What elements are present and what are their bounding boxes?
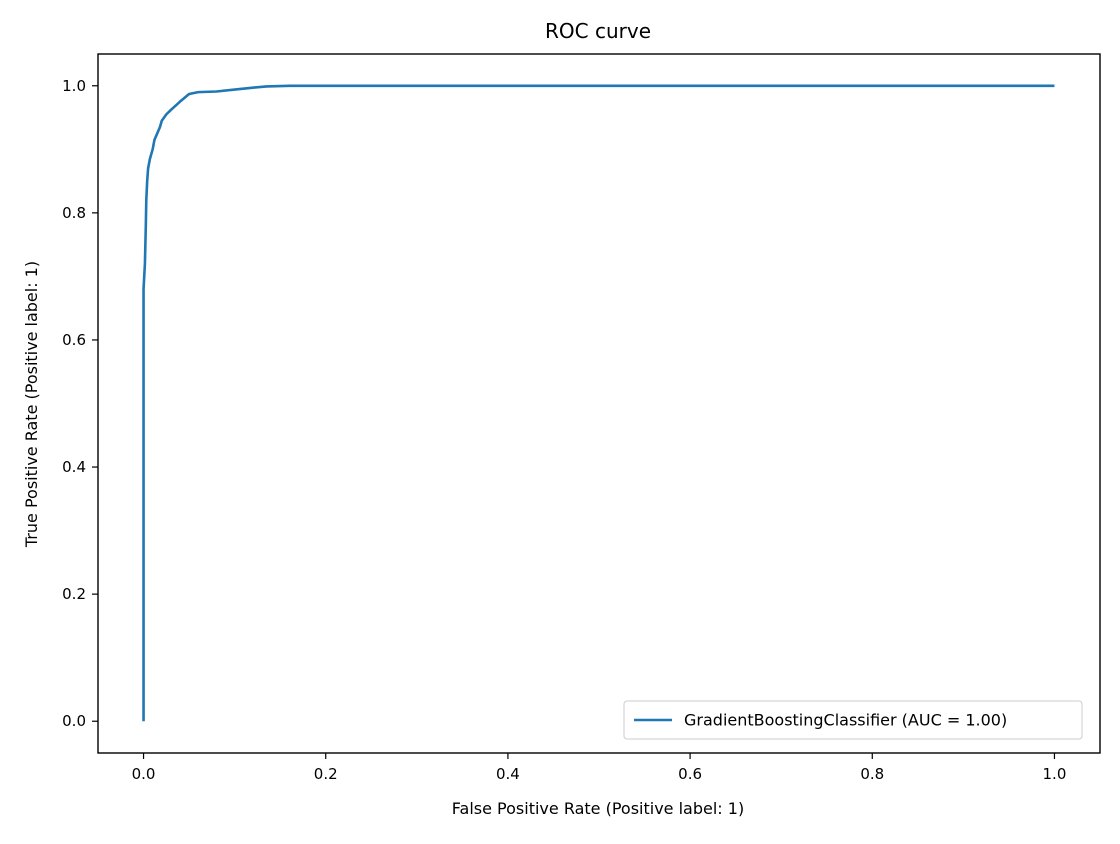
legend-box bbox=[623, 700, 1083, 740]
x-tick-label: 0.0 bbox=[132, 765, 156, 783]
plot-area bbox=[142, 84, 1055, 722]
y-tick-label: 1.0 bbox=[62, 77, 86, 95]
legend: GradientBoostingClassifier (AUC = 1.00) bbox=[623, 700, 1083, 740]
y-tick-label: 0.2 bbox=[62, 585, 86, 603]
y-axis-ticks: 0.0 0.2 0.4 0.6 0.8 1.0 bbox=[62, 77, 98, 730]
y-tick-label: 0.8 bbox=[62, 204, 86, 222]
x-axis-label: False Positive Rate (Positive label: 1) bbox=[452, 799, 744, 818]
roc-curve-line bbox=[142, 84, 1055, 722]
y-axis-label: True Positive Rate (Positive label: 1) bbox=[22, 261, 41, 548]
y-tick-label: 0.4 bbox=[62, 458, 86, 476]
x-tick-label: 0.4 bbox=[496, 765, 520, 783]
legend-label: GradientBoostingClassifier (AUC = 1.00) bbox=[684, 711, 1007, 730]
x-tick-label: 0.8 bbox=[860, 765, 884, 783]
x-tick-label: 0.6 bbox=[678, 765, 702, 783]
y-tick-label: 0.0 bbox=[62, 712, 86, 730]
x-tick-label: 0.2 bbox=[314, 765, 338, 783]
x-axis-ticks: 0.0 0.2 0.4 0.6 0.8 1.0 bbox=[132, 753, 1067, 783]
chart-title: ROC curve bbox=[545, 19, 651, 43]
y-tick-label: 0.6 bbox=[62, 331, 86, 349]
axes-frame bbox=[97, 53, 1101, 754]
x-tick-label: 1.0 bbox=[1043, 765, 1067, 783]
